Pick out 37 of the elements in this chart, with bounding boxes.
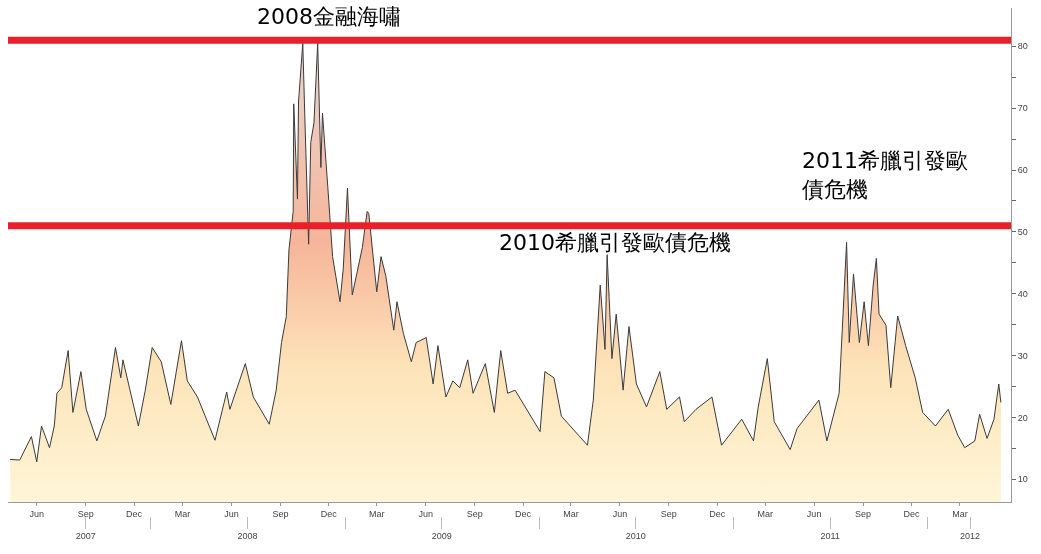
x-tick-label: Mar [368, 508, 385, 519]
y-tick-label: 30 [1017, 350, 1028, 361]
x-tick-label: Dec [320, 508, 338, 519]
x-tick-label: Jun [224, 508, 239, 519]
annotation: 2011希臘引發歐債危機 [802, 148, 968, 202]
x-tick-label: Dec [903, 508, 920, 519]
annotation: 2008金融海嘯 [257, 4, 401, 29]
x-tick-label: Mar [757, 508, 773, 519]
y-tick-label: 70 [1017, 103, 1028, 114]
x2-tick-label: 2010 [625, 531, 646, 542]
y-tick-label: 80 [1017, 41, 1028, 52]
x2-tick-label: 2009 [431, 531, 452, 542]
x-tick-label: Jun [806, 508, 822, 519]
x-tick-label: Sep [77, 508, 94, 519]
x2-tick-label: 2012 [960, 531, 981, 542]
y-tick-label: 10 [1017, 474, 1028, 485]
x-tick-label: Sep [466, 508, 483, 519]
x-tick-label: Jun [29, 508, 44, 519]
x2-tick-label: 2011 [820, 531, 840, 542]
x2-tick-label: 2008 [237, 531, 258, 542]
annotation: 2010希臘引發歐債危機 [499, 230, 731, 255]
y-tick-label: 40 [1017, 288, 1028, 299]
y-tick-label: 50 [1017, 227, 1028, 238]
x-tick-label: Jun [612, 508, 628, 519]
x-tick-label: Dec [709, 508, 726, 519]
x-tick-label: Jun [418, 508, 433, 519]
x-tick-label: Mar [952, 508, 968, 519]
x-tick-label: Mar [174, 508, 191, 519]
x-tick-label: Dec [515, 508, 532, 519]
y-tick-label: 20 [1017, 412, 1028, 423]
x-tick-label: Sep [272, 508, 289, 519]
y-tick-label: 60 [1017, 165, 1028, 176]
x-tick-label: Sep [660, 508, 677, 519]
x2-tick-label: 2007 [75, 531, 96, 542]
x-tick-label: Mar [563, 508, 579, 519]
x-tick-label: Dec [126, 508, 143, 519]
x-tick-label: Sep [855, 508, 872, 519]
